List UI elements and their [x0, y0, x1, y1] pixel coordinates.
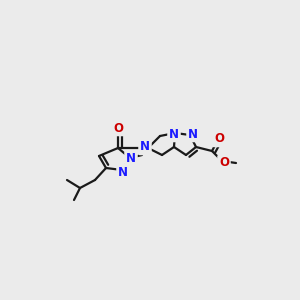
Text: N: N — [126, 152, 136, 166]
Text: N: N — [169, 128, 179, 140]
Text: N: N — [140, 140, 150, 154]
Text: N: N — [118, 166, 128, 178]
Text: O: O — [219, 157, 229, 169]
Text: O: O — [214, 133, 224, 146]
Text: N: N — [188, 128, 198, 140]
Text: O: O — [113, 122, 123, 134]
